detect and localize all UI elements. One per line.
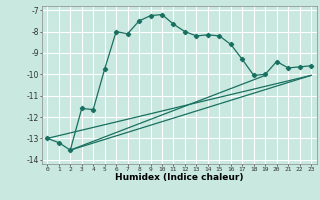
X-axis label: Humidex (Indice chaleur): Humidex (Indice chaleur)	[115, 173, 244, 182]
